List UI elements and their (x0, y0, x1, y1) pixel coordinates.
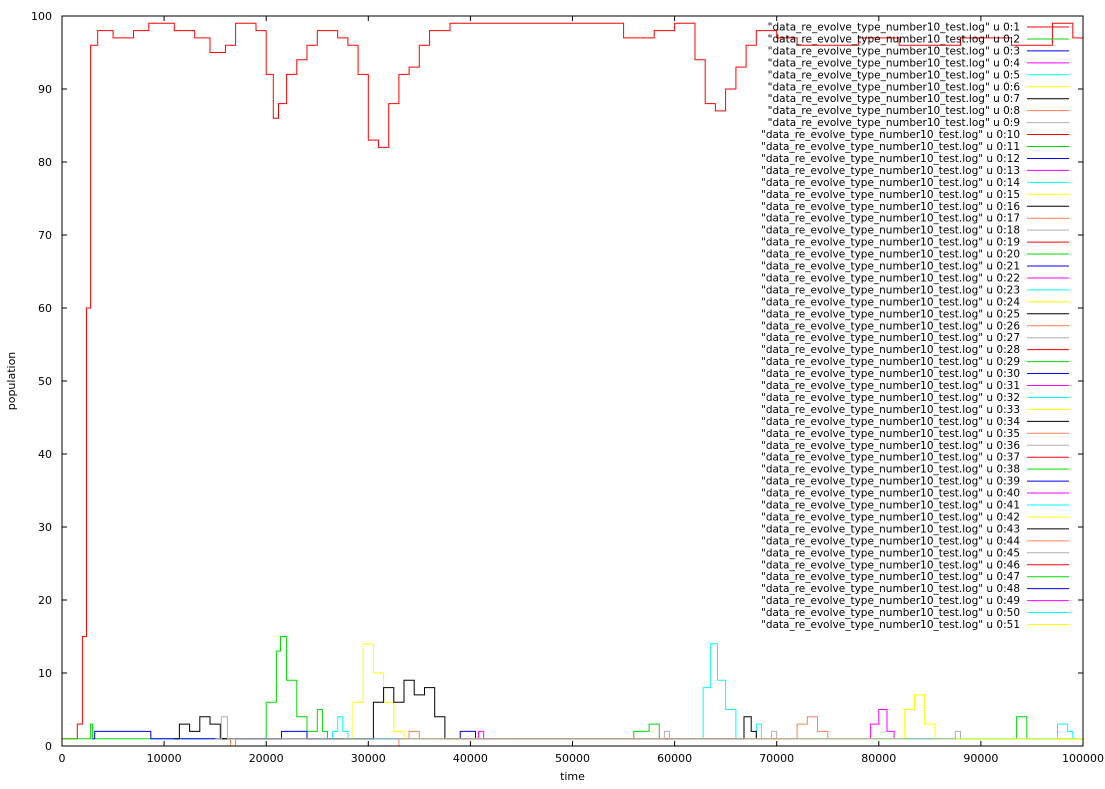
legend-label: "data_re_evolve_type_number10_test.log" … (761, 356, 1020, 368)
series-layer (62, 22, 1084, 747)
legend-label: "data_re_evolve_type_number10_test.log" … (761, 320, 1020, 332)
series-line-8 (225, 716, 829, 747)
y-tick-label: 80 (38, 156, 52, 169)
y-tick-label: 100 (31, 10, 52, 23)
series-line-3 (92, 730, 476, 740)
legend-label: "data_re_evolve_type_number10_test.log" … (768, 45, 1020, 57)
y-tick-label: 70 (38, 229, 52, 242)
x-tick-label: 10000 (147, 752, 182, 765)
legend: "data_re_evolve_type_number10_test.log" … (761, 22, 1069, 631)
legend-label: "data_re_evolve_type_number10_test.log" … (761, 559, 1020, 571)
legend-label: "data_re_evolve_type_number10_test.log" … (761, 308, 1020, 320)
legend-label: "data_re_evolve_type_number10_test.log" … (761, 547, 1020, 559)
y-tick-label: 90 (38, 83, 52, 96)
legend-label: "data_re_evolve_type_number10_test.log" … (761, 571, 1020, 583)
legend-label: "data_re_evolve_type_number10_test.log" … (761, 237, 1020, 249)
y-tick-label: 10 (38, 667, 52, 680)
legend-label: "data_re_evolve_type_number10_test.log" … (761, 189, 1020, 201)
legend-label: "data_re_evolve_type_number10_test.log" … (761, 452, 1020, 464)
series-line-9 (215, 716, 961, 740)
y-tick-label: 40 (38, 448, 52, 461)
y-tick-label: 20 (38, 594, 52, 607)
x-tick-label: 80000 (861, 752, 896, 765)
legend-label: "data_re_evolve_type_number10_test.log" … (761, 284, 1020, 296)
x-tick-label: 20000 (249, 752, 284, 765)
legend-label: "data_re_evolve_type_number10_test.log" … (761, 607, 1020, 619)
legend-label: "data_re_evolve_type_number10_test.log" … (761, 404, 1020, 416)
x-axis-label: time (560, 770, 585, 783)
legend-label: "data_re_evolve_type_number10_test.log" … (761, 583, 1020, 595)
y-tick-label: 50 (38, 375, 52, 388)
legend-label: "data_re_evolve_type_number10_test.log" … (761, 213, 1020, 225)
series-line-1 (62, 22, 1084, 740)
x-tick-label: 100000 (1062, 752, 1104, 765)
legend-label: "data_re_evolve_type_number10_test.log" … (761, 261, 1020, 273)
x-tick-label: 90000 (963, 752, 998, 765)
legend-label: "data_re_evolve_type_number10_test.log" … (761, 368, 1020, 380)
legend-label: "data_re_evolve_type_number10_test.log" … (761, 249, 1020, 261)
legend-label: "data_re_evolve_type_number10_test.log" … (761, 392, 1020, 404)
legend-label: "data_re_evolve_type_number10_test.log" … (761, 141, 1020, 153)
legend-label: "data_re_evolve_type_number10_test.log" … (761, 129, 1020, 141)
axis-ticks: 0 10000 20000 30000 40000 50000 60000 70000 8000… (31, 10, 1104, 765)
legend-label: "data_re_evolve_type_number10_test.log" … (761, 488, 1020, 500)
legend-label: "data_re_evolve_type_number10_test.log" … (761, 464, 1020, 476)
legend-label: "data_re_evolve_type_number10_test.log" … (761, 500, 1020, 512)
legend-label: "data_re_evolve_type_number10_test.log" … (761, 332, 1020, 344)
legend-label: "data_re_evolve_type_number10_test.log" … (768, 93, 1020, 105)
x-tick-label: 60000 (657, 752, 692, 765)
legend-label: "data_re_evolve_type_number10_test.log" … (761, 225, 1020, 237)
legend-label: "data_re_evolve_type_number10_test.log" … (761, 511, 1020, 523)
legend-label: "data_re_evolve_type_number10_test.log" … (761, 344, 1020, 356)
y-tick-label: 60 (38, 302, 52, 315)
legend-label: "data_re_evolve_type_number10_test.log" … (761, 595, 1020, 607)
x-tick-label: 70000 (759, 752, 794, 765)
legend-label: "data_re_evolve_type_number10_test.log" … (761, 476, 1020, 488)
legend-label: "data_re_evolve_type_number10_test.log" … (761, 177, 1020, 189)
legend-label: "data_re_evolve_type_number10_test.log" … (761, 296, 1020, 308)
legend-label: "data_re_evolve_type_number10_test.log" … (768, 33, 1020, 45)
legend-label: "data_re_evolve_type_number10_test.log" … (768, 81, 1021, 93)
x-tick-label: 40000 (453, 752, 488, 765)
y-tick-label: 30 (38, 521, 52, 534)
legend-label: "data_re_evolve_type_number10_test.log" … (761, 523, 1020, 535)
y-axis-label: population (5, 352, 18, 411)
legend-label: "data_re_evolve_type_number10_test.log" … (761, 619, 1020, 631)
legend-label: "data_re_evolve_type_number10_test.log" … (761, 272, 1020, 284)
legend-label: "data_re_evolve_type_number10_test.log" … (761, 380, 1020, 392)
x-tick-label: 0 (59, 752, 66, 765)
legend-label: "data_re_evolve_type_number10_test.log" … (761, 428, 1020, 440)
legend-label: "data_re_evolve_type_number10_test.log" … (768, 22, 1020, 34)
legend-label: "data_re_evolve_type_number10_test.log" … (768, 69, 1020, 81)
legend-label: "data_re_evolve_type_number10_test.log" … (761, 440, 1020, 452)
x-tick-label: 50000 (555, 752, 590, 765)
x-tick-label: 30000 (351, 752, 386, 765)
legend-label: "data_re_evolve_type_number10_test.log" … (761, 165, 1020, 177)
legend-label: "data_re_evolve_type_number10_test.log" … (768, 105, 1020, 117)
legend-label: "data_re_evolve_type_number10_test.log" … (761, 201, 1020, 213)
legend-label: "data_re_evolve_type_number10_test.log" … (761, 416, 1020, 428)
legend-label: "data_re_evolve_type_number10_test.log" … (768, 117, 1020, 129)
y-tick-label: 0 (45, 740, 52, 753)
legend-label: "data_re_evolve_type_number10_test.log" … (768, 57, 1021, 69)
legend-label: "data_re_evolve_type_number10_test.log" … (761, 153, 1020, 165)
series-line-4 (470, 709, 895, 740)
legend-label: "data_re_evolve_type_number10_test.log" … (761, 535, 1020, 547)
